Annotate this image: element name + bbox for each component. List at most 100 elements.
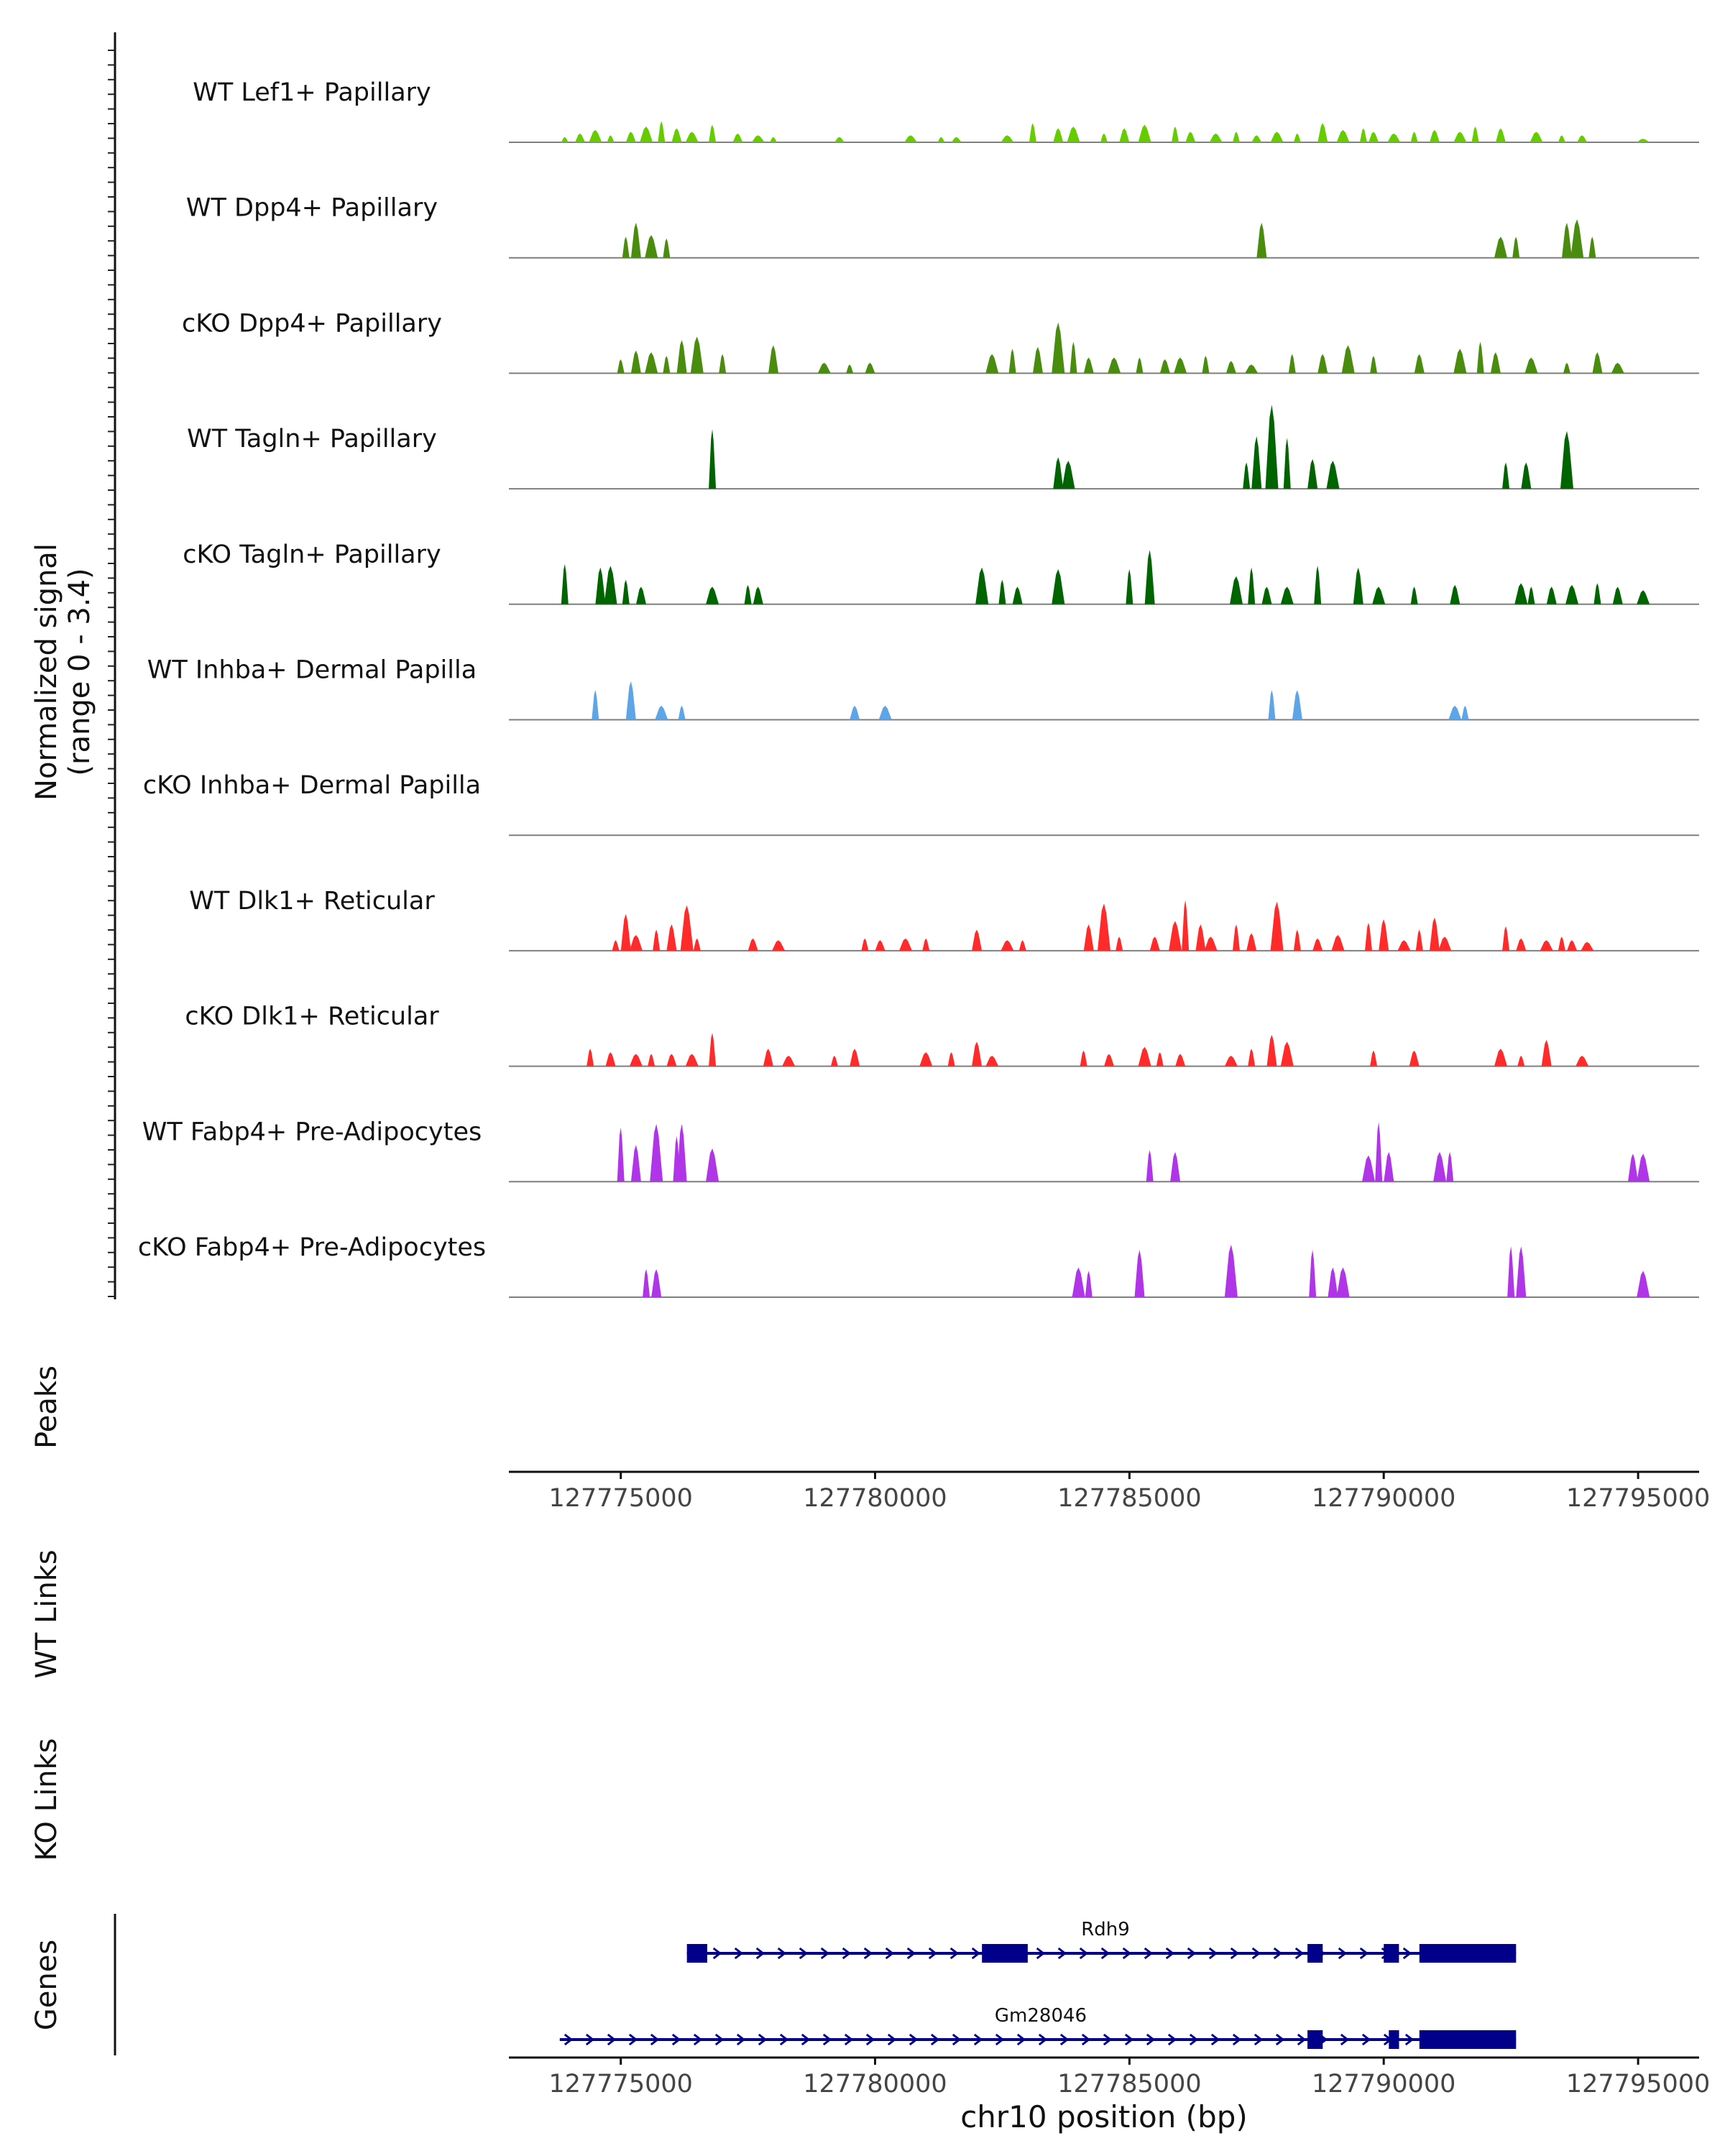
coverage-peak xyxy=(1134,1250,1145,1297)
coverage-peak xyxy=(1288,354,1296,374)
coverage-peak xyxy=(1341,345,1355,374)
gene-strand-arrow xyxy=(779,2033,789,2046)
coverage-peak xyxy=(1270,901,1284,951)
x-axis-tick-label: 127775000 xyxy=(548,1484,692,1513)
coverage-peak xyxy=(865,362,875,374)
coverage-peak xyxy=(685,132,699,142)
gene-strand-arrow xyxy=(650,2033,660,2046)
coverage-peak xyxy=(1204,936,1218,951)
coverage-peak xyxy=(658,121,666,142)
coverage-peak xyxy=(748,938,758,951)
coverage-peak xyxy=(768,345,778,374)
coverage-peak xyxy=(1202,356,1210,374)
coverage-peak xyxy=(636,586,646,604)
coverage-peak xyxy=(1384,1151,1394,1182)
track-0: WT Lef1+ Papillary xyxy=(193,78,1699,143)
gene-strand-arrow xyxy=(1294,1947,1305,1960)
gene-strand-arrow xyxy=(1232,2033,1242,2046)
coverage-peak xyxy=(1471,126,1479,142)
wt-links-panel: WT Links xyxy=(30,1549,63,1678)
coverage-peak xyxy=(1517,1056,1525,1067)
coverage-peak xyxy=(1307,459,1318,489)
gene-strand-arrow xyxy=(906,1947,916,1960)
gene-label: Rdh9 xyxy=(1081,1919,1130,1940)
gene-strand-arrow xyxy=(973,2033,983,2046)
coverage-peak xyxy=(1256,222,1267,258)
gene-exon xyxy=(1419,2030,1517,2049)
coverage-peak xyxy=(1270,132,1284,142)
coverage-peak xyxy=(604,566,617,604)
coverage-peak xyxy=(878,706,892,720)
coverage-peak xyxy=(671,128,682,142)
gene-strand-arrow xyxy=(1167,2033,1177,2046)
coverage-peak xyxy=(1507,1246,1515,1297)
coverage-peak xyxy=(617,359,625,374)
track-9: WT Fabp4+ Pre-Adipocytes xyxy=(142,1118,1699,1183)
track-8: cKO Dlk1+ Reticular xyxy=(185,1003,1699,1067)
coverage-peak xyxy=(709,124,717,142)
coverage-peak xyxy=(1370,356,1378,374)
track-label: cKO Dlk1+ Reticular xyxy=(185,1003,439,1031)
gene-strand-arrow xyxy=(1208,1947,1218,1960)
gene-strand-arrow xyxy=(995,2033,1005,2046)
coverage-peak xyxy=(1410,132,1418,142)
coverage-peak xyxy=(1628,1153,1638,1182)
signal-axis-title-line1: Normalized signal xyxy=(30,543,63,801)
coverage-peak xyxy=(1521,462,1532,489)
coverage-peak xyxy=(985,354,999,374)
coverage-peak xyxy=(629,935,643,951)
coverage-peak xyxy=(1430,129,1440,142)
coverage-peak xyxy=(625,681,636,720)
coverage-peak xyxy=(1362,1155,1375,1182)
coverage-peak xyxy=(643,1269,650,1297)
gene-strand-arrow xyxy=(952,2033,962,2046)
x-axis-tick-label: 127790000 xyxy=(1312,2070,1455,2099)
gene-strand-arrow xyxy=(928,1947,938,1960)
coverage-peak xyxy=(1251,436,1262,489)
coverage-peak xyxy=(1448,706,1462,720)
coverage-peak xyxy=(1146,1150,1154,1182)
x-axis-tick-label: 127780000 xyxy=(803,1484,947,1513)
coverage-peak xyxy=(1243,462,1251,489)
gene-strand-arrow xyxy=(755,1947,765,1960)
coverage-peak xyxy=(1098,903,1110,951)
coverage-peak xyxy=(1108,357,1121,374)
track-label: WT Dpp4+ Papillary xyxy=(186,194,438,223)
coverage-peak xyxy=(744,585,752,604)
coverage-peak xyxy=(1453,132,1467,142)
coverage-peak xyxy=(622,236,630,258)
coverage-peak xyxy=(922,938,930,951)
gene-strand-arrow xyxy=(693,2033,703,2046)
coverage-peak xyxy=(1104,1054,1115,1067)
gene-strand-arrow xyxy=(865,2033,875,2046)
coverage-peak xyxy=(1085,1271,1092,1297)
gene-strand-arrow xyxy=(1340,2033,1350,2046)
coverage-peak xyxy=(1577,135,1588,142)
coverage-peak xyxy=(605,1052,616,1067)
coverage-peak xyxy=(561,563,569,604)
coverage-peak xyxy=(561,137,569,142)
track-label: WT Lef1+ Papillary xyxy=(193,78,431,107)
track-3: WT Tagln+ Papillary xyxy=(187,405,1699,490)
gene-exon xyxy=(1384,1944,1399,1963)
peaks-panel: Peaks 127775000 127780000 127785000 1277900… xyxy=(30,1365,1710,1513)
coverage-peak xyxy=(655,706,668,720)
coverage-peak xyxy=(1397,940,1411,951)
gene-exon xyxy=(1389,2030,1399,2049)
x-axis-tick-label: 127790000 xyxy=(1312,1484,1455,1513)
gene-strand-arrow xyxy=(1122,1947,1132,1960)
coverage-peak xyxy=(1052,569,1065,604)
wt-links-panel-label: WT Links xyxy=(30,1549,63,1678)
coverage-peak xyxy=(1149,936,1160,951)
x-axis-tick-label: 127775000 xyxy=(548,2070,692,2099)
coverage-peak xyxy=(676,1123,687,1182)
coverage-peak xyxy=(1280,1041,1294,1067)
coverage-peak xyxy=(1072,1267,1085,1297)
coverage-peak xyxy=(1592,352,1603,374)
track-label: WT Tagln+ Papillary xyxy=(187,425,437,453)
gene-strand-arrow xyxy=(885,1947,895,1960)
coverage-peak xyxy=(1560,430,1573,489)
genes-x-axis-ticks: 127775000 127780000 127785000 127790000 1277… xyxy=(548,2058,1710,2099)
coverage-peak xyxy=(1415,929,1423,951)
coverage-peak xyxy=(975,567,989,604)
